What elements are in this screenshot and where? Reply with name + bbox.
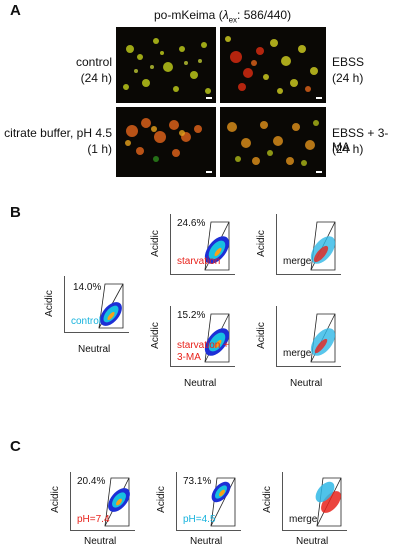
plot-merge-ph: merge <box>282 472 347 531</box>
x-axis-label: Neutral <box>296 536 329 547</box>
y-axis-label: Acidic <box>149 230 161 257</box>
sample-tag-starvation: starvation <box>177 256 221 267</box>
merge-label: merge <box>283 256 312 267</box>
panel-a-title: po-mKeima (λex: 586/440) <box>154 8 292 25</box>
plot-starvation-3ma: 15.2% starvation + 3-MA <box>170 306 235 367</box>
micrograph-control <box>116 27 216 103</box>
gate-percent: 20.4% <box>77 476 106 487</box>
label-control-time: (24 h) <box>80 71 112 85</box>
y-axis-label: Acidic <box>255 230 267 257</box>
x-axis-label: Neutral <box>78 344 111 355</box>
sample-tag-control: control <box>71 316 102 327</box>
merge-label: merge <box>289 514 318 525</box>
sample-tag-ph-7-4: pH=7.4 <box>77 514 110 525</box>
label-control: control <box>75 55 112 69</box>
label-ebss-3ma-time: (24 h) <box>332 142 364 156</box>
y-axis-label: Acidic <box>255 322 267 349</box>
micrograph-citrate <box>116 107 216 177</box>
gate-percent: 14.0% <box>73 282 102 293</box>
plot-starvation: 24.6% starvation <box>170 214 235 275</box>
y-axis-label: Acidic <box>149 322 161 349</box>
x-axis-label: Neutral <box>184 378 217 389</box>
panel-a-letter: A <box>10 2 21 19</box>
x-axis-label: Neutral <box>290 378 323 389</box>
sample-tag-starvation-3ma-line1: starvation + <box>177 340 229 351</box>
gate-percent: 15.2% <box>177 310 206 321</box>
sample-tag-ph-4-5: pH=4.5 <box>183 514 216 525</box>
plot-ph-4-5: 73.1% pH=4.5 <box>176 472 241 531</box>
y-axis-label: Acidic <box>261 486 273 513</box>
merge-label: merge <box>283 348 312 359</box>
x-axis-label: Neutral <box>190 536 223 547</box>
x-axis-label: Neutral <box>84 536 117 547</box>
plot-ph-7-4: 20.4% pH=7.4 <box>70 472 135 531</box>
scale-bar <box>316 171 322 173</box>
plot-merge-starvation: merge <box>276 214 341 275</box>
plot-control: 14.0% control <box>64 276 129 333</box>
scale-bar <box>316 97 322 99</box>
label-ebss-time: (24 h) <box>332 71 364 85</box>
scale-bar <box>206 171 212 173</box>
y-axis-label: Acidic <box>155 486 167 513</box>
label-citrate-time: (1 h) <box>87 142 112 156</box>
micrograph-ebss-3ma <box>220 107 326 177</box>
micrograph-ebss <box>220 27 326 103</box>
panel-b-letter: B <box>10 204 21 221</box>
plot-merge-3ma: merge <box>276 306 341 367</box>
panel-c-letter: C <box>10 438 21 455</box>
y-axis-label: Acidic <box>49 486 61 513</box>
sample-tag-starvation-3ma-line2: 3-MA <box>177 352 201 363</box>
y-axis-label: Acidic <box>43 290 55 317</box>
gate-percent: 24.6% <box>177 218 206 229</box>
label-ebss-3ma: EBSS + 3-MA <box>332 126 389 154</box>
gate-percent: 73.1% <box>183 476 212 487</box>
label-citrate: citrate buffer, pH 4.5 <box>4 126 112 140</box>
label-ebss: EBSS <box>332 55 365 69</box>
scale-bar <box>206 97 212 99</box>
